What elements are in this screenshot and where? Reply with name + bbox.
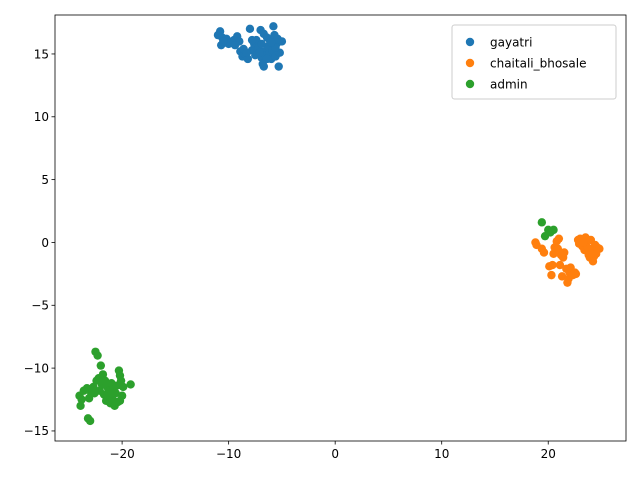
point-chaitali_bhosale-3	[539, 248, 549, 257]
point-admin-17	[93, 351, 102, 360]
point-admin-6	[77, 395, 86, 404]
point-admin-45	[90, 389, 99, 398]
y-tick-label-4: 5	[41, 173, 49, 187]
x-tick-label-0: −20	[109, 447, 134, 461]
y-tick-label-1: −10	[24, 361, 49, 375]
point-chaitali_bhosale-41	[579, 238, 588, 247]
point-admin-41	[118, 382, 128, 392]
series-admin	[75, 218, 558, 426]
point-gayatri-12	[243, 54, 253, 64]
point-chaitali_bhosale-5	[547, 270, 556, 280]
point-gayatri-46	[230, 40, 240, 50]
point-gayatri-47	[259, 62, 268, 71]
points-layer	[75, 22, 604, 426]
point-admin-46	[107, 389, 116, 398]
point-chaitali_bhosale-9	[554, 234, 564, 243]
point-gayatri-50	[219, 37, 228, 46]
point-admin-44	[99, 376, 109, 385]
point-gayatri-44	[262, 54, 272, 64]
point-admin-20	[96, 361, 106, 370]
y-tick-label-2: −5	[31, 299, 49, 313]
point-admin-11	[85, 416, 95, 426]
x-tick-label-1: −10	[216, 447, 241, 461]
point-admin-0	[537, 218, 547, 227]
point-chaitali_bhosale-44	[570, 268, 580, 277]
y-tick-label-5: 10	[34, 110, 49, 124]
series-gayatri	[213, 22, 287, 71]
point-chaitali_bhosale-40	[553, 244, 563, 253]
point-admin-43	[126, 380, 135, 389]
point-gayatri-30	[269, 22, 278, 31]
legend-marker-chaitali_bhosale	[465, 58, 475, 68]
point-chaitali_bhosale-42	[586, 249, 596, 258]
point-chaitali_bhosale-38	[556, 250, 566, 260]
y-tick-label-6: 15	[34, 47, 49, 61]
y-tick-label-0: −15	[24, 424, 49, 438]
point-gayatri-43	[255, 48, 264, 57]
legend-label-admin: admin	[490, 77, 528, 91]
legend-marker-admin	[465, 79, 475, 89]
legend-label-chaitali_bhosale: chaitali_bhosale	[490, 56, 587, 70]
point-gayatri-51	[267, 38, 276, 47]
legend-label-gayatri: gayatri	[490, 35, 532, 49]
point-gayatri-42	[257, 39, 266, 49]
y-tick-label-3: 0	[41, 236, 49, 250]
legend-marker-gayatri	[465, 37, 475, 47]
point-chaitali_bhosale-43	[548, 260, 557, 270]
point-admin-42	[115, 396, 125, 405]
point-gayatri-45	[242, 48, 251, 57]
series-chaitali_bhosale	[531, 233, 604, 287]
axes-layer: −20 −10 0 10 20 −15 −10 −5 0 5 10 15	[24, 14, 627, 461]
point-gayatri-13	[245, 24, 255, 34]
x-tick-label-4: 20	[541, 447, 556, 461]
x-tick-label-3: 10	[434, 447, 449, 461]
point-admin-4	[549, 225, 558, 235]
point-gayatri-35	[274, 62, 283, 71]
x-tick-label-2: 0	[331, 447, 339, 461]
point-chaitali_bhosale-37	[595, 244, 604, 253]
point-admin-7	[76, 401, 85, 411]
point-chaitali_bhosale-11	[557, 272, 567, 281]
legend-box	[451, 24, 617, 100]
point-admin-14	[89, 382, 98, 392]
plot-frame	[54, 14, 627, 442]
point-chaitali_bhosale-10	[555, 260, 565, 270]
point-gayatri-37	[277, 37, 287, 46]
point-gayatri-49	[247, 35, 257, 45]
